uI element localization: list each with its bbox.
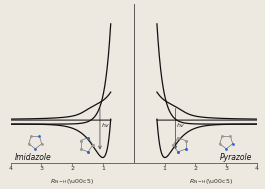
Text: hv: hv	[101, 123, 109, 129]
Text: $R_\mathrm{N-H}$(\u00c5): $R_\mathrm{N-H}$(\u00c5)	[50, 177, 94, 186]
Text: Pyrazole: Pyrazole	[220, 153, 253, 162]
Text: $R_\mathrm{N-H}$(\u00c5): $R_\mathrm{N-H}$(\u00c5)	[189, 177, 233, 186]
Text: Imidazole: Imidazole	[15, 153, 52, 162]
Text: hv: hv	[177, 123, 185, 129]
